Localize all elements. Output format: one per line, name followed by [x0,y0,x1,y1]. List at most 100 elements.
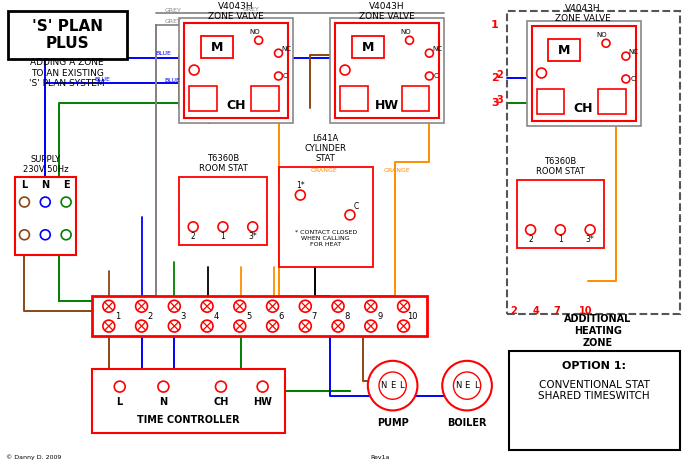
Text: T6360B
ROOM STAT: T6360B ROOM STAT [536,157,584,176]
Text: BLUE: BLUE [164,79,180,83]
Text: V4043H
ZONE VALVE: V4043H ZONE VALVE [555,4,611,23]
Circle shape [426,72,433,80]
Text: 10: 10 [407,312,417,321]
Circle shape [257,381,268,392]
Bar [179,177,266,245]
Text: ADDITIONAL
HEATING
ZONE: ADDITIONAL HEATING ZONE [564,314,632,348]
Text: N: N [380,381,387,390]
Text: PUMP: PUMP [377,418,408,428]
Text: M: M [210,41,223,54]
Circle shape [201,320,213,332]
Text: N: N [455,381,462,390]
Text: NC: NC [282,46,291,52]
Circle shape [61,197,71,207]
Text: 4: 4 [532,306,539,316]
Bar [179,18,293,123]
Text: 2: 2 [148,312,153,321]
Circle shape [275,72,282,80]
Text: NO: NO [400,29,411,35]
Text: SUPPLY
230V 50Hz: SUPPLY 230V 50Hz [23,155,68,174]
Text: N: N [159,396,168,407]
Text: 2: 2 [190,232,195,241]
Text: GREY: GREY [164,8,181,13]
Bar [598,89,626,114]
Text: BOILER: BOILER [447,418,487,428]
Text: ADDING A ZONE
TO AN EXISTING
'S' PLAN SYSTEM: ADDING A ZONE TO AN EXISTING 'S' PLAN SY… [29,58,105,88]
Circle shape [537,68,546,78]
Text: 1: 1 [558,235,563,244]
Text: 4: 4 [213,312,219,321]
Text: © Danny D. 2009: © Danny D. 2009 [6,454,61,460]
Circle shape [234,320,246,332]
Text: ORANGE: ORANGE [383,168,410,173]
Text: 6: 6 [279,312,284,321]
Circle shape [340,65,350,75]
Text: Rev1a: Rev1a [370,455,389,460]
Circle shape [426,49,433,57]
Circle shape [168,320,180,332]
Text: L: L [400,381,404,390]
Circle shape [248,222,257,232]
Circle shape [397,320,409,332]
Bar [14,177,76,255]
Text: 3: 3 [181,312,186,321]
Text: 2: 2 [529,235,533,244]
Circle shape [136,320,148,332]
Text: 8: 8 [344,312,350,321]
Text: CONVENTIONAL STAT
SHARED TIMESWITCH: CONVENTIONAL STAT SHARED TIMESWITCH [538,380,650,402]
Circle shape [218,222,228,232]
Text: V4043H
ZONE VALVE: V4043H ZONE VALVE [208,2,264,21]
Bar [537,89,564,114]
Text: OPTION 1:: OPTION 1: [562,361,626,371]
Text: 1*: 1* [296,181,305,190]
Text: C: C [353,203,359,212]
Circle shape [115,381,125,392]
Bar [517,180,604,248]
Text: 7: 7 [553,306,560,316]
Circle shape [442,361,492,410]
Circle shape [234,300,246,312]
Text: * CONTACT CLOSED
WHEN CALLING
FOR HEAT: * CONTACT CLOSED WHEN CALLING FOR HEAT [295,230,357,247]
Bar [250,86,279,111]
Bar [506,12,680,314]
Text: ORANGE: ORANGE [310,168,337,173]
Bar [549,39,580,61]
Circle shape [622,52,630,60]
Circle shape [188,222,198,232]
Text: 2: 2 [491,73,499,83]
Text: GREY: GREY [242,7,259,12]
Text: 9: 9 [377,312,382,321]
Circle shape [168,300,180,312]
Text: L: L [474,381,478,390]
Bar [352,37,384,58]
Text: 1: 1 [491,21,499,30]
Circle shape [19,230,30,240]
Text: L641A
CYLINDER
STAT: L641A CYLINDER STAT [305,133,346,163]
Circle shape [365,320,377,332]
Text: C: C [434,73,439,79]
Text: V4043H
ZONE VALVE: V4043H ZONE VALVE [359,2,415,21]
Circle shape [266,300,279,312]
Circle shape [602,39,610,47]
Bar [402,86,429,111]
Circle shape [397,300,409,312]
Text: E: E [390,381,395,390]
Text: BLUE: BLUE [155,51,171,56]
Text: 2: 2 [511,306,517,316]
Bar [92,296,427,336]
Circle shape [368,361,417,410]
Text: 3: 3 [496,95,503,105]
Text: C: C [283,73,288,79]
Text: E: E [464,381,470,390]
Text: CH: CH [573,102,593,115]
Bar [92,369,286,433]
Text: HW: HW [253,396,272,407]
Circle shape [266,320,279,332]
Circle shape [40,197,50,207]
Bar [335,23,440,117]
Circle shape [585,225,595,235]
Circle shape [299,300,311,312]
Text: HW: HW [375,99,399,112]
Circle shape [526,225,535,235]
Text: 3*: 3* [586,235,595,244]
